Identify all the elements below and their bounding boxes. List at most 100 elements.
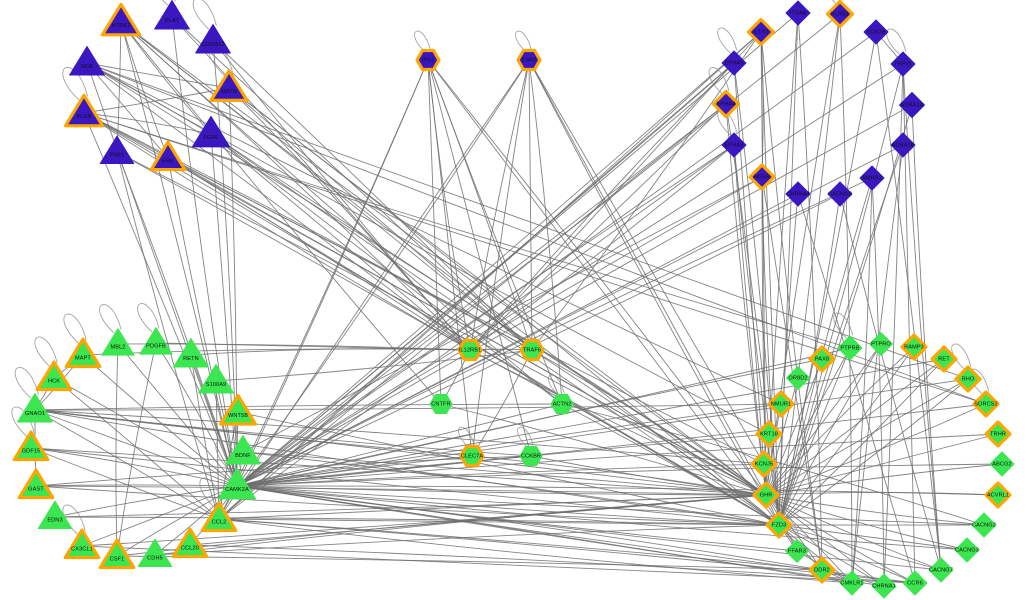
node-shape-triangle[interactable] bbox=[101, 328, 135, 356]
node-shape-diamond[interactable] bbox=[984, 420, 1012, 448]
graph-node[interactable]: CMKLR1 bbox=[839, 570, 865, 596]
node-shape-diamond[interactable] bbox=[900, 333, 928, 361]
graph-node[interactable]: PTPRO bbox=[869, 332, 893, 356]
node-shape-diamond[interactable] bbox=[785, 181, 811, 207]
graph-node[interactable]: ITGA8 bbox=[785, 0, 811, 26]
graph-node[interactable]: PLAT bbox=[154, 0, 190, 30]
node-shape-triangle[interactable] bbox=[17, 393, 53, 423]
node-shape-hexagon[interactable] bbox=[516, 48, 542, 72]
node-shape-diamond[interactable] bbox=[825, 0, 855, 29]
graph-node[interactable]: FNB1 bbox=[99, 135, 135, 165]
node-shape-triangle[interactable] bbox=[154, 0, 190, 30]
graph-node[interactable]: NGFR bbox=[748, 163, 776, 191]
node-shape-triangle[interactable] bbox=[98, 538, 136, 570]
node-shape-diamond[interactable] bbox=[859, 165, 885, 191]
graph-node[interactable]: KLRB1 bbox=[825, 0, 855, 29]
node-shape-diamond[interactable] bbox=[989, 451, 1015, 477]
node-shape-triangle[interactable] bbox=[217, 467, 257, 500]
node-shape-triangle[interactable] bbox=[195, 24, 231, 54]
graph-node[interactable]: CHRNA4 bbox=[785, 181, 811, 207]
node-shape-diamond[interactable] bbox=[765, 511, 793, 539]
graph-node[interactable]: MBL2 bbox=[101, 328, 135, 356]
graph-node[interactable]: ADRA1A bbox=[899, 92, 925, 118]
node-shape-triangle[interactable] bbox=[12, 430, 50, 462]
node-shape-diamond[interactable] bbox=[839, 570, 865, 596]
graph-node[interactable]: SCN3B bbox=[863, 19, 889, 45]
node-shape-diamond[interactable] bbox=[890, 132, 916, 158]
graph-node[interactable]: NMUR1 bbox=[767, 390, 795, 418]
node-shape-diamond[interactable] bbox=[954, 537, 980, 563]
node-shape-hexagon[interactable] bbox=[459, 444, 485, 468]
graph-node[interactable]: S100A9 bbox=[198, 364, 234, 394]
graph-node[interactable]: CCL2 bbox=[200, 501, 238, 533]
graph-node[interactable]: CLEC7A bbox=[459, 444, 485, 468]
node-shape-triangle[interactable] bbox=[69, 46, 105, 76]
node-shape-triangle[interactable] bbox=[64, 337, 102, 369]
node-shape-triangle[interactable] bbox=[191, 115, 231, 148]
node-shape-diamond[interactable] bbox=[808, 556, 836, 584]
graph-node[interactable]: EPHA3 bbox=[721, 132, 747, 158]
node-shape-hexagon[interactable] bbox=[415, 48, 441, 72]
graph-node[interactable]: S100A12 bbox=[195, 24, 231, 54]
graph-node[interactable]: NGB bbox=[69, 46, 105, 76]
node-shape-diamond[interactable] bbox=[746, 17, 776, 47]
graph-node[interactable]: IL1R2 bbox=[746, 17, 776, 47]
node-shape-triangle[interactable] bbox=[149, 140, 187, 172]
node-shape-diamond[interactable] bbox=[984, 481, 1012, 509]
graph-node[interactable]: ACTN2 bbox=[550, 394, 574, 414]
node-shape-triangle[interactable] bbox=[35, 360, 73, 392]
node-shape-diamond[interactable] bbox=[711, 89, 741, 119]
graph-node[interactable]: OR8D2 bbox=[786, 366, 810, 390]
node-shape-diamond[interactable] bbox=[869, 332, 893, 356]
graph-node[interactable]: IL12RB1 bbox=[457, 338, 483, 362]
node-shape-triangle[interactable] bbox=[63, 528, 101, 560]
graph-node[interactable]: NTRK2 bbox=[100, 2, 142, 37]
node-shape-diamond[interactable] bbox=[871, 573, 897, 599]
graph-node[interactable]: MAPT bbox=[64, 337, 102, 369]
node-shape-diamond[interactable] bbox=[786, 366, 810, 390]
graph-node[interactable]: ACVRL1 bbox=[984, 481, 1012, 509]
node-shape-triangle[interactable] bbox=[200, 501, 238, 533]
node-shape-triangle[interactable] bbox=[37, 500, 73, 530]
node-shape-triangle[interactable] bbox=[99, 135, 135, 165]
node-shape-triangle[interactable] bbox=[209, 69, 249, 102]
graph-node[interactable]: CACNG3 bbox=[954, 537, 980, 563]
graph-node[interactable]: GDF15 bbox=[12, 430, 50, 462]
node-shape-hexagon[interactable] bbox=[519, 338, 545, 362]
node-shape-diamond[interactable] bbox=[930, 345, 958, 373]
node-shape-diamond[interactable] bbox=[863, 19, 889, 45]
node-shape-diamond[interactable] bbox=[928, 557, 954, 583]
graph-node[interactable]: CCL20 bbox=[171, 527, 209, 559]
node-shape-hexagon[interactable] bbox=[550, 394, 574, 414]
node-shape-diamond[interactable] bbox=[752, 481, 780, 509]
graph-node[interactable]: PAX8 bbox=[808, 345, 836, 373]
node-shape-diamond[interactable] bbox=[954, 365, 982, 393]
node-shape-triangle[interactable] bbox=[225, 435, 261, 465]
node-shape-hexagon[interactable] bbox=[519, 446, 543, 466]
node-shape-diamond[interactable] bbox=[899, 92, 925, 118]
graph-node[interactable]: CNTFR bbox=[429, 394, 453, 414]
node-shape-diamond[interactable] bbox=[972, 390, 1000, 418]
node-shape-diamond[interactable] bbox=[721, 132, 747, 158]
graph-node[interactable]: RETN bbox=[173, 338, 209, 368]
node-shape-diamond[interactable] bbox=[785, 539, 809, 563]
graph-node[interactable]: CACNG8 bbox=[827, 181, 853, 207]
node-shape-diamond[interactable] bbox=[721, 50, 747, 76]
graph-node[interactable]: CX3CL1 bbox=[63, 528, 101, 560]
graph-node[interactable]: IRS1 bbox=[415, 48, 441, 72]
node-shape-diamond[interactable] bbox=[808, 345, 836, 373]
node-shape-hexagon[interactable] bbox=[457, 338, 483, 362]
graph-node[interactable]: ESR2 bbox=[516, 48, 542, 72]
node-shape-diamond[interactable] bbox=[755, 420, 783, 448]
graph-node[interactable]: CACNG7 bbox=[928, 557, 954, 583]
node-shape-diamond[interactable] bbox=[827, 181, 853, 207]
node-shape-diamond[interactable] bbox=[890, 51, 916, 77]
node-shape-triangle[interactable] bbox=[219, 393, 257, 426]
graph-node[interactable]: FFAR3 bbox=[785, 539, 809, 563]
graph-node[interactable]: AMHR2 bbox=[859, 165, 885, 191]
node-shape-diamond[interactable] bbox=[767, 390, 795, 418]
node-shape-diamond[interactable] bbox=[837, 335, 863, 361]
graph-node[interactable]: CCR6 bbox=[902, 570, 928, 596]
node-shape-triangle[interactable] bbox=[100, 2, 142, 37]
